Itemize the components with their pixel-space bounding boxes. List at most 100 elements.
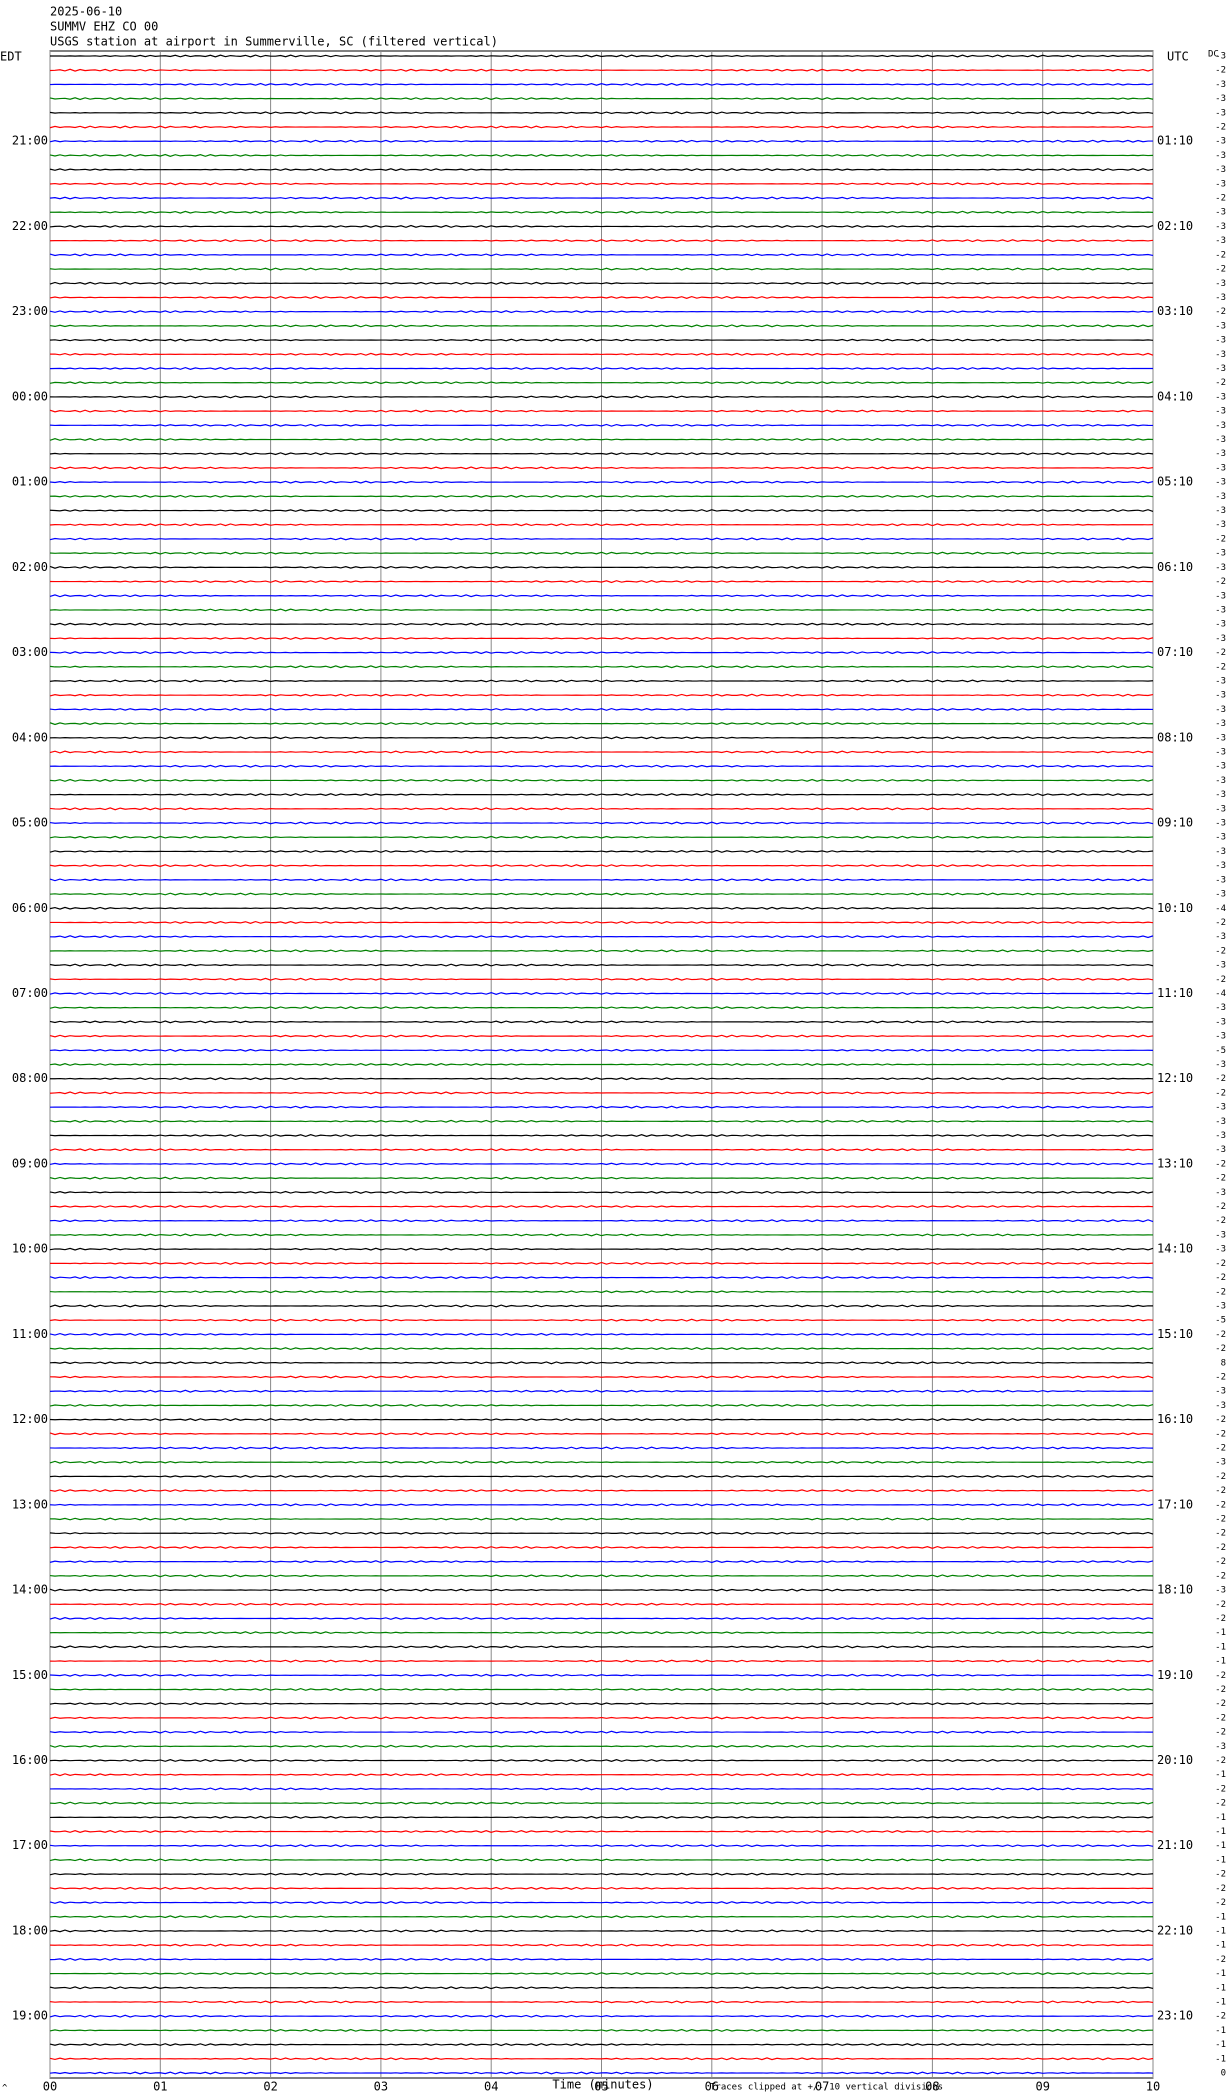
trace	[49, 991, 1154, 995]
x-tick-label: 02	[263, 2080, 277, 2094]
trace	[49, 551, 1154, 555]
dc-offset: -3	[1215, 634, 1226, 644]
trace	[49, 168, 1154, 172]
dc-offset: -3	[1215, 520, 1226, 530]
right-axis-label: UTC	[1167, 50, 1189, 64]
dc-offset: -2	[1215, 1074, 1226, 1084]
dc-offset: -3	[1215, 1103, 1226, 1113]
trace	[49, 580, 1154, 584]
dc-offset: -3	[1215, 762, 1226, 772]
dc-offset: -3	[1215, 776, 1226, 786]
trace	[49, 537, 1154, 541]
utc-time-label: 09:10	[1157, 816, 1193, 830]
dc-offset: -1	[1215, 1983, 1226, 1993]
trace	[49, 1205, 1154, 1209]
dc-offset: -2	[1215, 1557, 1226, 1567]
dc-offset: -3	[1215, 1188, 1226, 1198]
trace	[50, 920, 1154, 924]
dc-offset: -2	[1215, 1728, 1226, 1738]
dc-offset: -3	[1215, 336, 1226, 346]
trace	[49, 1276, 1154, 1280]
trace	[49, 1361, 1154, 1365]
trace	[49, 509, 1154, 513]
trace	[49, 480, 1154, 484]
trace	[49, 2000, 1154, 2004]
x-tick-label: 10	[1146, 2080, 1160, 2094]
edt-time-label: 05:00	[12, 816, 48, 830]
trace	[49, 906, 1154, 910]
trace	[49, 2057, 1154, 2061]
dc-offset: -3	[1215, 819, 1226, 829]
x-tick-label: 01	[153, 2080, 167, 2094]
dc-offset: -3	[1215, 1245, 1226, 1255]
x-tick-label: 07	[815, 2080, 829, 2094]
dc-offset: -3	[1215, 321, 1226, 331]
edt-time-label: 19:00	[12, 2009, 48, 2023]
x-tick-label: 03	[374, 2080, 388, 2094]
trace	[49, 849, 1154, 853]
dc-offset: -3	[1215, 833, 1226, 843]
trace	[49, 437, 1154, 442]
dc-offset: -3	[1215, 279, 1226, 289]
trace	[49, 1858, 1154, 1862]
dc-offset: -3	[1215, 1458, 1226, 1468]
trace	[49, 1261, 1154, 1265]
dc-offset: -2	[1215, 534, 1226, 544]
trace	[49, 764, 1154, 768]
dc-offset: -3	[1215, 563, 1226, 573]
dc-offset: -2	[1215, 1372, 1226, 1382]
trace	[49, 977, 1154, 981]
dc-offset: -2	[1215, 1870, 1226, 1880]
dc-offset: -2	[1215, 1486, 1226, 1496]
utc-time-label: 13:10	[1157, 1156, 1193, 1170]
dc-offset: -1	[1215, 2054, 1226, 2064]
trace	[49, 1730, 1154, 1734]
trace	[49, 1616, 1154, 1620]
dc-offset: -3	[1215, 151, 1226, 161]
trace	[49, 693, 1154, 697]
edt-time-label: 01:00	[12, 475, 48, 489]
dc-offset: -3	[1215, 364, 1226, 374]
utc-time-label: 21:10	[1157, 1838, 1193, 1852]
dc-offset: -2	[1215, 1202, 1226, 1212]
trace	[49, 1233, 1154, 1237]
trace	[49, 395, 1154, 399]
dc-offset: -3	[1215, 222, 1226, 232]
trace	[49, 1844, 1154, 1848]
trace	[49, 182, 1154, 186]
dc-offset: -1	[1215, 1997, 1226, 2007]
trace	[49, 224, 1154, 228]
trace	[49, 1347, 1154, 1351]
dc-offset: -2	[1215, 1543, 1226, 1553]
edt-time-label: 03:00	[12, 645, 48, 659]
dc-offset: -3	[1215, 80, 1226, 90]
dc-offset: -1	[1215, 1657, 1226, 1667]
utc-time-label: 12:10	[1157, 1071, 1193, 1085]
dc-offset: -2	[1215, 1344, 1226, 1354]
trace	[49, 1460, 1154, 1464]
trace	[49, 1631, 1154, 1635]
utc-time-label: 23:10	[1157, 2009, 1193, 2023]
trace	[49, 1446, 1154, 1450]
trace	[49, 864, 1154, 868]
trace	[49, 1489, 1154, 1493]
trace	[49, 352, 1154, 356]
trace	[49, 253, 1154, 257]
dc-offset: -2	[1215, 1500, 1226, 1510]
dc-offset: -3	[1215, 108, 1226, 118]
x-tick-label: 00	[43, 2080, 57, 2094]
trace	[49, 1574, 1154, 1578]
edt-time-label: 11:00	[12, 1327, 48, 1341]
dc-offset: -3	[1215, 861, 1226, 871]
dc-offset: -3	[1215, 392, 1226, 402]
trace	[49, 1503, 1154, 1507]
trace	[49, 1247, 1154, 1251]
trace	[49, 381, 1154, 385]
dc-offset: -3	[1215, 449, 1226, 459]
edt-time-label: 09:00	[12, 1156, 48, 1170]
trace	[49, 267, 1154, 271]
trace	[49, 1787, 1154, 1791]
dc-offset: -2	[1215, 307, 1226, 317]
dc-offset: -2	[1215, 1529, 1226, 1539]
